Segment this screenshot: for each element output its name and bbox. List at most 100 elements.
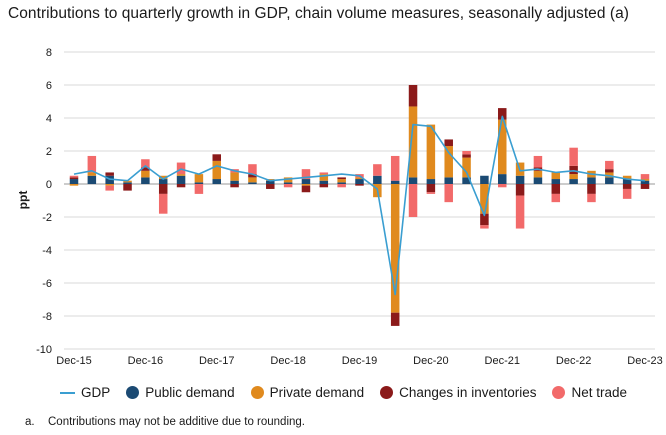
bar-changes-in-inventories (426, 184, 436, 193)
bar-public-demand (123, 182, 132, 184)
bar-public-demand (622, 179, 632, 184)
bar-changes-in-inventories (248, 174, 257, 178)
legend-item-public-demand[interactable]: Public demand (126, 385, 235, 400)
bar-net-trade (87, 155, 97, 173)
bar-changes-in-inventories (319, 184, 329, 188)
bar-private-demand (69, 184, 79, 186)
y-tick-label: 0 (46, 179, 52, 191)
bar-private-demand (533, 170, 543, 178)
legend-item-gdp[interactable]: GDP (60, 385, 110, 400)
bar-public-demand (587, 177, 596, 184)
bar-net-trade (515, 195, 525, 229)
bar-changes-in-inventories (123, 184, 132, 191)
bar-public-demand (69, 179, 79, 184)
bar-changes-in-inventories (266, 184, 275, 189)
bar-private-demand (498, 119, 507, 175)
bar-private-demand (355, 177, 364, 180)
legend: GDP Public demand Private demand Changes… (60, 385, 643, 400)
bar-net-trade (444, 184, 453, 203)
bar-private-demand (337, 179, 346, 183)
bar-changes-in-inventories (569, 165, 578, 175)
bar-net-trade (622, 188, 632, 199)
bar-private-demand (230, 172, 239, 181)
bar-public-demand (569, 179, 578, 184)
bar-public-demand (426, 179, 436, 184)
bar-changes-in-inventories (605, 169, 614, 173)
bar-private-demand (158, 175, 168, 180)
chart-title: Contributions to quarterly growth in GDP… (8, 5, 629, 22)
legend-label-inventories: Changes in inventories (399, 385, 537, 400)
y-tick-label: -2 (42, 212, 52, 224)
x-tick-label: Dec-22 (556, 355, 591, 367)
x-tick-label: Dec-15 (56, 355, 91, 367)
bar-private-demand (141, 170, 150, 178)
bar-private-demand (87, 172, 97, 176)
bar-public-demand (319, 180, 329, 184)
y-tick-label: 2 (46, 146, 52, 158)
bar-changes-in-inventories (444, 139, 453, 147)
bar-net-trade (408, 184, 418, 217)
bar-net-trade (533, 155, 543, 168)
bar-net-trade (640, 174, 650, 180)
y-tick-label: -6 (42, 278, 52, 290)
bar-net-trade (141, 159, 150, 168)
legend-item-inventories[interactable]: Changes in inventories (380, 385, 536, 400)
bar-changes-in-inventories (69, 177, 79, 180)
bar-net-trade (480, 225, 489, 229)
legend-item-private-demand[interactable]: Private demand (250, 385, 365, 400)
bar-private-demand (301, 184, 311, 186)
x-tick-label: Dec-19 (342, 355, 377, 367)
bar-changes-in-inventories (105, 172, 114, 176)
bar-net-trade (569, 147, 578, 166)
bar-public-demand (194, 182, 204, 184)
y-tick-label: -10 (36, 344, 52, 356)
gdp-line-swatch (60, 391, 75, 394)
bar-changes-in-inventories (498, 108, 507, 120)
bar-changes-in-inventories (337, 177, 346, 180)
bar-net-trade (105, 185, 114, 191)
bar-public-demand (373, 175, 382, 184)
bar-private-demand (123, 180, 132, 183)
bar-net-trade (194, 184, 204, 194)
bar-changes-in-inventories (551, 184, 561, 194)
bar-private-demand (105, 184, 114, 186)
bar-private-demand (426, 124, 436, 180)
bar-private-demand (444, 146, 453, 178)
bar-changes-in-inventories (158, 184, 168, 194)
bar-changes-in-inventories (212, 154, 221, 161)
bar-changes-in-inventories (176, 184, 186, 188)
bar-private-demand (480, 184, 489, 214)
bar-public-demand (444, 177, 453, 184)
bar-public-demand (551, 179, 561, 184)
bar-changes-in-inventories (355, 184, 364, 186)
footnote-marker: a. (25, 416, 35, 428)
bar-public-demand (390, 180, 400, 184)
y-tick-label: 6 (46, 80, 52, 92)
bar-private-demand (605, 172, 614, 178)
bar-private-demand (248, 177, 257, 183)
legend-item-net-trade[interactable]: Net trade (552, 385, 627, 400)
bar-net-trade (498, 184, 507, 188)
bar-public-demand (266, 180, 275, 184)
net-trade-swatch (552, 386, 566, 399)
x-tick-label: Dec-16 (128, 355, 163, 367)
bars (69, 85, 650, 326)
x-tick-label: Dec-18 (270, 355, 305, 367)
bar-public-demand (301, 179, 311, 184)
x-tick-label: Dec-21 (485, 355, 520, 367)
x-tick-label: Dec-23 (627, 355, 662, 367)
bar-public-demand (640, 180, 650, 184)
bar-net-trade (69, 175, 79, 178)
bar-private-demand (176, 174, 186, 176)
x-tick-label: Dec-17 (199, 355, 234, 367)
bar-net-trade (587, 193, 596, 203)
bar-public-demand (87, 175, 97, 184)
bar-net-trade (605, 160, 614, 170)
bar-private-demand (212, 160, 221, 180)
bar-changes-in-inventories (480, 213, 489, 226)
bar-net-trade (426, 192, 436, 194)
footnote-text: Contributions may not be additive due to… (48, 416, 305, 428)
legend-label-private-demand: Private demand (269, 385, 365, 400)
gdp-line (73, 115, 646, 296)
legend-label-net-trade: Net trade (571, 385, 628, 400)
